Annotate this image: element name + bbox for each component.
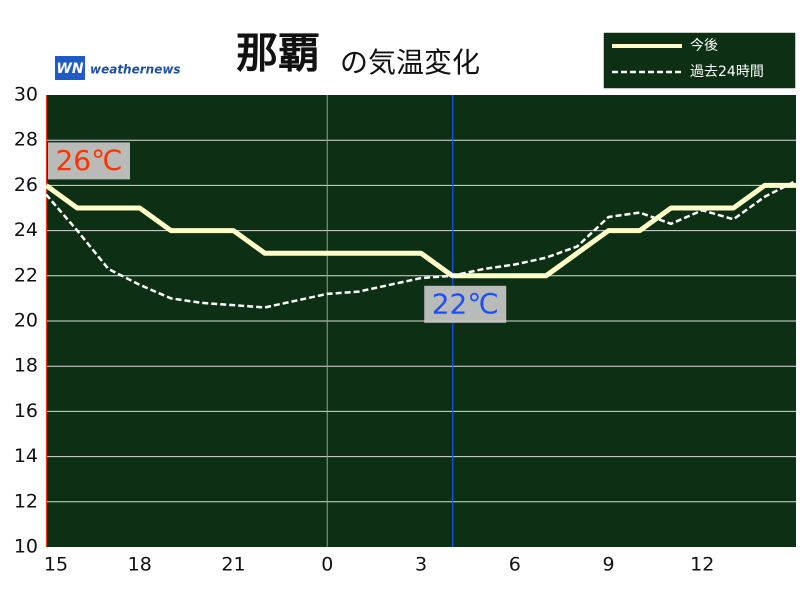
x-tick-label: 12 [690, 554, 714, 576]
y-tick-label: 30 [14, 84, 38, 106]
annotation-box [48, 142, 130, 180]
y-tick-label: 14 [14, 445, 38, 467]
y-tick-label: 16 [14, 400, 38, 422]
x-tick-label: 6 [509, 554, 521, 576]
y-tick-label: 22 [14, 264, 38, 286]
y-tick-label: 28 [14, 129, 38, 151]
series-line [44, 182, 796, 279]
chart-title: 那覇 [236, 29, 320, 78]
series-line [45, 179, 797, 309]
legend-label: 過去24時間 [690, 64, 764, 80]
svg-text:WN: WN [56, 61, 83, 77]
x-tick-label: 9 [602, 554, 614, 576]
y-tick-label: 20 [14, 310, 38, 332]
y-tick-label: 26 [14, 174, 38, 196]
y-tick-label: 12 [14, 490, 38, 512]
annotation: 22℃ [432, 287, 499, 320]
x-tick-label: 3 [415, 554, 427, 576]
legend [602, 31, 797, 90]
x-tick-label: 15 [44, 554, 68, 576]
y-tick-label: 18 [14, 355, 38, 377]
x-tick-label: 0 [321, 554, 333, 576]
legend-label: 今後 [690, 38, 718, 54]
x-tick-label: 21 [221, 554, 245, 576]
y-tick-label: 10 [14, 536, 38, 558]
y-tick-label: 24 [14, 219, 38, 241]
x-tick-label: 18 [128, 554, 152, 576]
chart-subtitle: の気温変化 [340, 46, 480, 79]
logo: weathernews [90, 63, 181, 77]
annotation-box [424, 285, 507, 323]
logo-icon: WN [55, 56, 85, 80]
annotation: 26℃ [55, 144, 122, 177]
